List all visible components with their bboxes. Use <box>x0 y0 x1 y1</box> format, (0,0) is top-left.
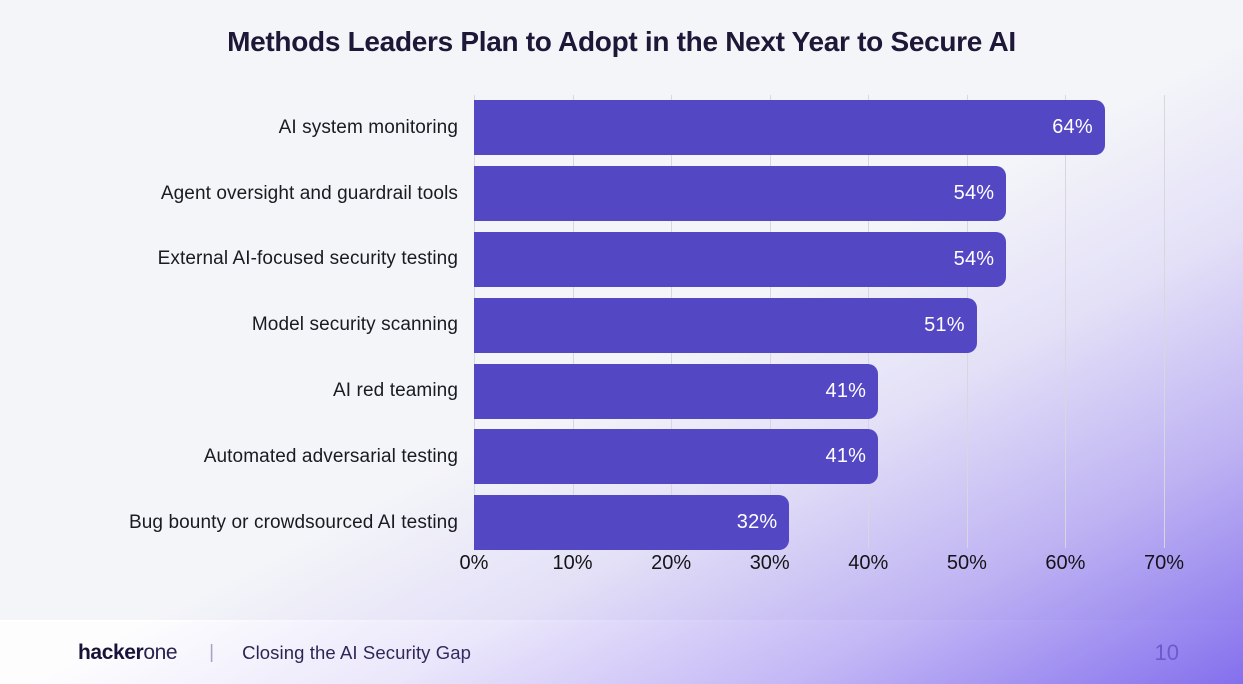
x-axis-tick-label: 70% <box>1143 552 1185 574</box>
bar-chart: AI system monitoring 64% Agent oversight a… <box>0 95 1243 595</box>
bar: 54% <box>474 166 1007 222</box>
category-label: External AI-focused security testing <box>157 248 458 270</box>
category-label: Automated adversarial testing <box>203 445 458 467</box>
bar-track: 64% <box>474 100 1164 156</box>
chart-row: Agent oversight and guardrail tools 54% <box>0 161 1243 227</box>
category-label: Agent oversight and guardrail tools <box>160 182 458 204</box>
bar: 64% <box>474 100 1105 156</box>
bar-track: 32% <box>474 495 1164 551</box>
x-axis-tick-label: 50% <box>946 552 987 574</box>
bar-track: 41% <box>474 429 1164 485</box>
chart-row: Automated adversarial testing 41% <box>0 424 1243 490</box>
bar-track: 51% <box>474 297 1164 353</box>
x-axis-tick-label: 40% <box>848 552 889 574</box>
bar-value-label: 54% <box>953 247 995 270</box>
chart-title: Methods Leaders Plan to Adopt in the Nex… <box>227 26 1016 57</box>
x-axis-tick-label: 30% <box>749 552 790 574</box>
bar-value-label: 64% <box>1052 116 1093 139</box>
chart-row: Bug bounty or crowdsourced AI testing 32% <box>0 490 1243 556</box>
chart-row: Model security scanning 51% <box>0 292 1243 358</box>
bar: 51% <box>474 297 977 353</box>
bar-track: 41% <box>474 363 1164 419</box>
x-axis-tick-label: 0% <box>459 552 489 574</box>
category-label: AI system monitoring <box>278 116 458 138</box>
bar: 41% <box>474 429 879 485</box>
bar-value-label: 41% <box>825 379 867 402</box>
bar: 41% <box>474 363 879 419</box>
x-axis-tick-label: 60% <box>1045 552 1086 574</box>
bar-value-label: 32% <box>736 511 778 534</box>
chart-row: External AI-focused security testing 54% <box>0 227 1243 293</box>
bar-value-label: 41% <box>825 445 867 468</box>
category-label: Bug bounty or crowdsourced AI testing <box>128 511 458 533</box>
x-axis-tick-label: 10% <box>552 552 593 574</box>
bar: 54% <box>474 231 1007 287</box>
bar-value-label: 51% <box>924 313 965 336</box>
category-label: AI red teaming <box>333 380 458 402</box>
chart-rows: AI system monitoring 64% Agent oversight a… <box>0 95 1243 556</box>
bar: 32% <box>474 495 790 551</box>
bar-value-label: 54% <box>953 182 995 205</box>
bar-track: 54% <box>474 166 1164 222</box>
x-axis-tick-label: 20% <box>651 552 692 574</box>
bar-track: 54% <box>474 231 1164 287</box>
x-axis: 0% 10% 20% 30% 40% 50% 60% 70% <box>460 552 1184 580</box>
chart-row: AI system monitoring 64% <box>0 95 1243 161</box>
chart-row: AI red teaming 41% <box>0 358 1243 424</box>
category-label: Model security scanning <box>251 314 458 336</box>
